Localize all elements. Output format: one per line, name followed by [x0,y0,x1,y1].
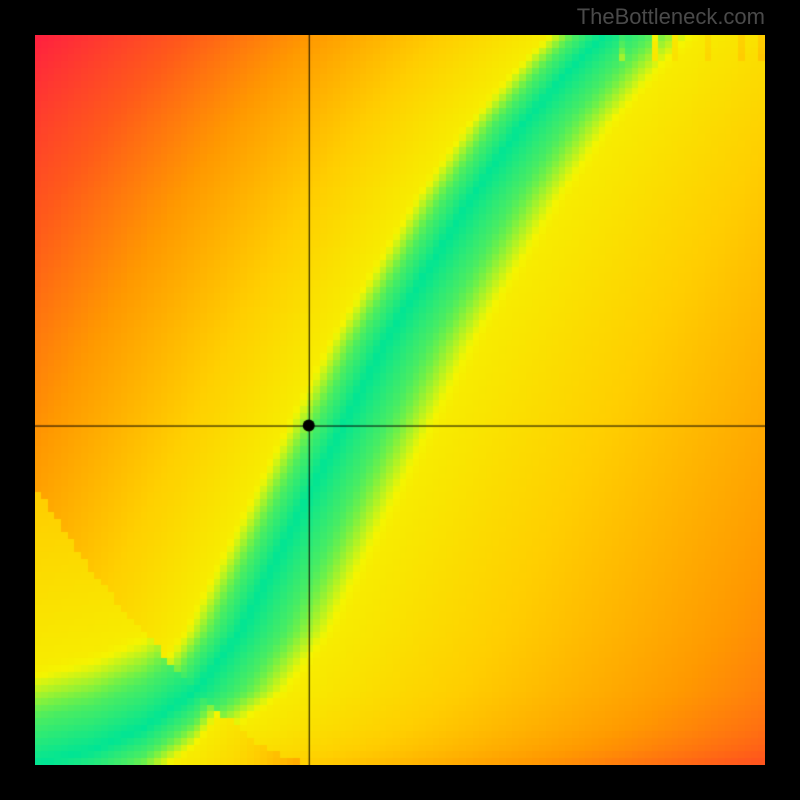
overlay-canvas [35,35,765,765]
chart-container: TheBottleneck.com [0,0,800,800]
watermark-text: TheBottleneck.com [577,4,765,30]
